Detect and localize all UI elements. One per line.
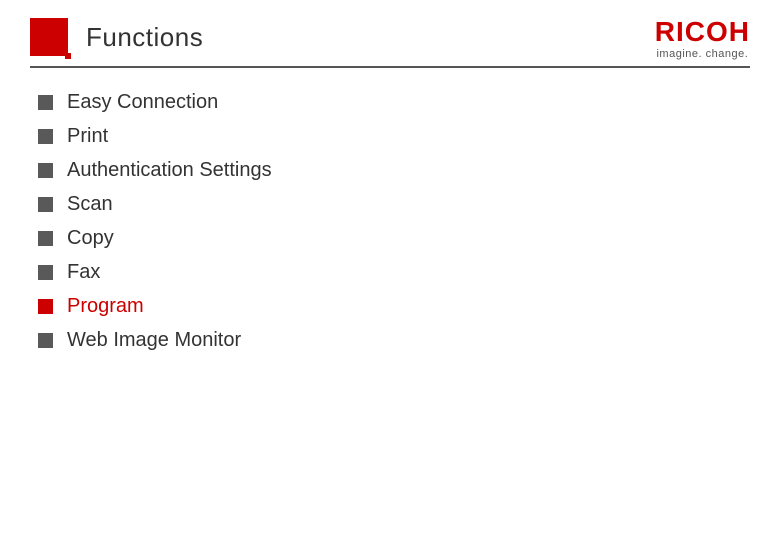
list-item: Program <box>38 294 780 318</box>
brand-logo: RICOH imagine. change. <box>655 18 750 60</box>
list-item: Authentication Settings <box>38 158 780 182</box>
list-item-label: Authentication Settings <box>67 158 272 182</box>
list-item: Fax <box>38 260 780 284</box>
brand-name: RICOH <box>655 18 750 46</box>
list-item: Scan <box>38 192 780 216</box>
page-title: Functions <box>86 22 203 53</box>
bullet-icon <box>38 163 53 178</box>
list-item: Copy <box>38 226 780 250</box>
bullet-icon <box>38 265 53 280</box>
list-item: Easy Connection <box>38 90 780 114</box>
bullet-icon <box>38 197 53 212</box>
bullet-icon <box>38 129 53 144</box>
list-item: Print <box>38 124 780 148</box>
list-item-label: Web Image Monitor <box>67 328 241 352</box>
bullet-icon <box>38 333 53 348</box>
slide-header: Functions RICOH imagine. change. <box>0 0 780 56</box>
list-item-label: Copy <box>67 226 114 250</box>
list-item-label: Scan <box>67 192 113 216</box>
function-list: Easy Connection Print Authentication Set… <box>0 68 780 352</box>
title-square-icon <box>30 18 68 56</box>
title-block: Functions <box>30 18 750 56</box>
list-item: Web Image Monitor <box>38 328 780 352</box>
list-item-label: Program <box>67 294 144 318</box>
list-item-label: Fax <box>67 260 100 284</box>
brand-tagline: imagine. change. <box>655 48 750 60</box>
bullet-icon <box>38 299 53 314</box>
list-item-label: Easy Connection <box>67 90 218 114</box>
bullet-icon <box>38 231 53 246</box>
list-item-label: Print <box>67 124 108 148</box>
bullet-icon <box>38 95 53 110</box>
